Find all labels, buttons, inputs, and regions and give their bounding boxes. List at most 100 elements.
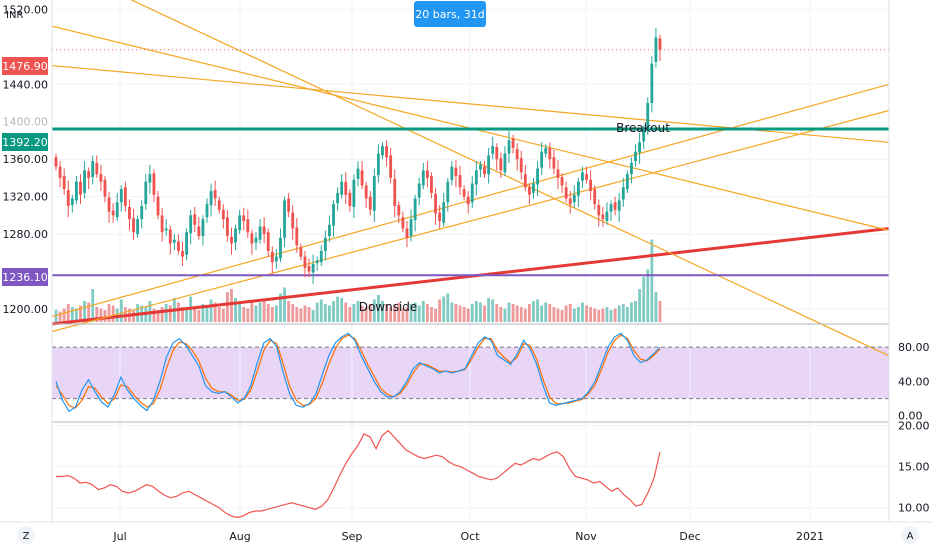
candle-body: [140, 206, 144, 220]
candle-body: [144, 181, 148, 205]
volume-bar: [279, 293, 282, 322]
candle-body: [168, 229, 172, 244]
auto-scale-button[interactable]: [17, 526, 35, 544]
time-tick-label: Nov: [575, 530, 597, 543]
candle-body: [503, 153, 507, 173]
candle-body: [654, 37, 658, 62]
candle-body: [425, 170, 429, 178]
candle-body: [54, 157, 58, 167]
indicator-tick-label: 10.00: [898, 502, 930, 515]
horizontal-levels[interactable]: [52, 49, 889, 277]
volume-bar: [83, 301, 86, 322]
candle-body: [103, 179, 107, 197]
candle-body: [495, 147, 499, 160]
volume-bar: [491, 299, 495, 322]
volume-bar: [307, 307, 311, 322]
candle-body: [515, 148, 519, 160]
volume-bar: [201, 304, 205, 322]
volume-bar: [340, 298, 344, 322]
support-price-text: 1236.10: [2, 271, 48, 284]
volume-bar: [193, 307, 197, 322]
candle-body: [364, 185, 368, 199]
candle-body: [172, 239, 176, 243]
candle-body: [454, 167, 458, 177]
candle-body: [593, 189, 597, 205]
candle-body: [621, 187, 625, 200]
volume-bar: [311, 310, 315, 322]
trendline: [51, 83, 890, 318]
trendline: [51, 109, 890, 333]
candle-body: [115, 202, 119, 218]
candle-body: [160, 215, 164, 233]
candle-body: [544, 147, 548, 154]
volume-bar: [79, 305, 82, 322]
volume-bar: [225, 292, 229, 322]
candle-body: [434, 193, 437, 214]
volume-bar: [111, 305, 115, 322]
auto-button[interactable]: [901, 526, 919, 544]
volume-bar: [540, 305, 544, 322]
time-tick-label: 2021: [796, 530, 824, 543]
candle-body: [136, 219, 140, 235]
candle-body: [91, 161, 95, 177]
stochastic-lines: [52, 332, 889, 413]
volume-bar: [332, 301, 335, 322]
volume-bar: [385, 304, 388, 322]
axes[interactable]: Jul Aug Sep Oct Nov Dec 2021 1520.00 1440.00 1360…: [3, 3, 930, 543]
volume-bar: [450, 302, 454, 322]
candle-body: [462, 189, 466, 197]
volume-bar: [560, 310, 564, 322]
volume-bar: [523, 308, 527, 322]
volume-bar: [368, 304, 372, 322]
candle-body: [393, 178, 397, 207]
candle-body: [319, 250, 323, 263]
measure-badge-label: 20 bars, 31d: [415, 8, 484, 21]
volume-bar: [548, 304, 552, 322]
measure-badge: [414, 1, 486, 27]
volume-bar: [515, 305, 519, 322]
candle-body: [601, 214, 605, 220]
price-tick-label: 1360.00: [3, 153, 49, 166]
candle-body: [589, 179, 593, 192]
candle-body: [95, 162, 99, 175]
candle-body: [58, 166, 62, 178]
volume-bar: [185, 308, 189, 322]
candle-body: [332, 204, 335, 226]
volume-bar: [581, 302, 584, 322]
price-tick-label: 1320.00: [3, 191, 49, 204]
candle-body: [87, 171, 91, 178]
volume-bar: [344, 302, 348, 322]
candle-body: [556, 169, 560, 178]
volume-bar: [462, 307, 466, 322]
indicator-tick-label: 15.00: [898, 461, 930, 474]
price-tick-label: 1520.00: [3, 3, 49, 16]
volume-bar: [470, 304, 474, 322]
candle-body: [385, 146, 388, 158]
volume-bar: [593, 308, 597, 322]
candle-body: [217, 200, 221, 210]
volume-bar: [646, 269, 650, 322]
candlestick-series: [54, 28, 662, 284]
candle-body: [572, 194, 576, 203]
candle-body: [581, 172, 584, 181]
candle-body: [189, 215, 193, 234]
candle-body: [132, 218, 135, 233]
volume-bar: [617, 305, 621, 322]
candle-body: [597, 205, 601, 216]
candle-body: [438, 212, 442, 221]
volume-bar: [642, 277, 646, 322]
support-badge: [2, 268, 48, 286]
candle-body: [181, 250, 184, 257]
volume-bar: [650, 239, 654, 322]
volume-bar: [532, 301, 535, 322]
volume-bar: [519, 307, 523, 322]
volume-bar: [164, 304, 168, 322]
volume-bar: [246, 308, 250, 322]
volume-bar: [348, 307, 352, 322]
volume-bar: [103, 310, 107, 322]
volume-bar: [70, 307, 74, 322]
candle-body: [499, 158, 503, 171]
candle-body: [258, 226, 262, 240]
